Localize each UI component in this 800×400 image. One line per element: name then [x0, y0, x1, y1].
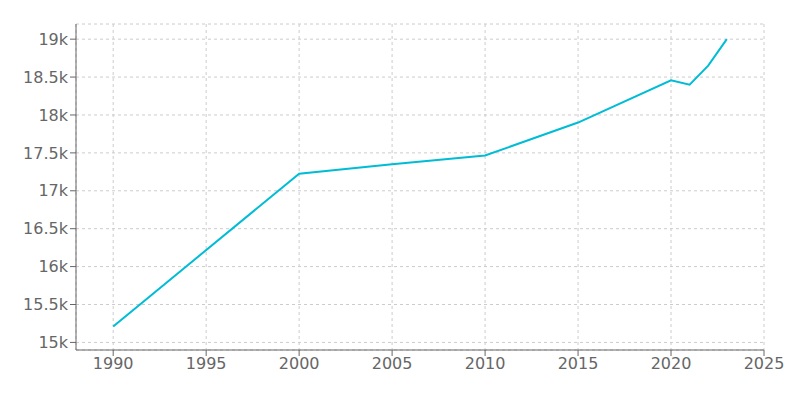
svg-text:2015: 2015 [558, 354, 599, 373]
svg-text:18k: 18k [38, 106, 68, 125]
svg-text:16.5k: 16.5k [23, 219, 69, 238]
svg-text:15.5k: 15.5k [23, 295, 69, 314]
svg-text:16k: 16k [38, 257, 68, 276]
svg-text:15k: 15k [38, 333, 68, 352]
svg-text:19k: 19k [38, 30, 68, 49]
svg-text:1995: 1995 [186, 354, 227, 373]
svg-text:2005: 2005 [372, 354, 413, 373]
svg-text:18.5k: 18.5k [23, 68, 69, 87]
svg-text:2010: 2010 [465, 354, 506, 373]
svg-text:2000: 2000 [279, 354, 320, 373]
svg-text:1990: 1990 [93, 354, 134, 373]
svg-text:17.5k: 17.5k [23, 144, 69, 163]
svg-text:2020: 2020 [651, 354, 692, 373]
svg-text:17k: 17k [38, 181, 68, 200]
svg-text:2025: 2025 [744, 354, 785, 373]
